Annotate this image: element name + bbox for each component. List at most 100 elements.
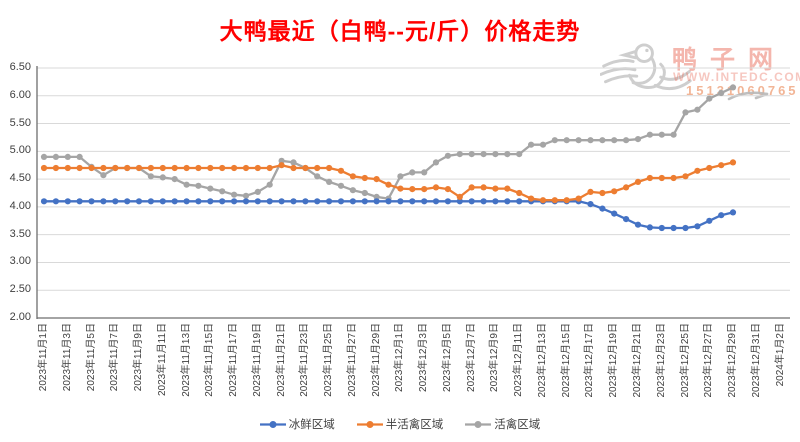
data-point [682, 109, 689, 116]
data-point [171, 198, 178, 205]
data-point [504, 151, 511, 158]
y-tick-label: 3.00 [9, 255, 31, 268]
data-point [480, 198, 487, 205]
x-tick-label: 2023年12月9日 [489, 323, 501, 392]
data-point [539, 141, 547, 148]
x-tick-label: 2023年12月5日 [441, 323, 453, 392]
data-point [456, 198, 463, 205]
legend-item-huoqin: 活禽区域 [465, 416, 540, 432]
data-point [397, 198, 404, 205]
data-point [76, 164, 83, 172]
data-point [623, 216, 630, 223]
data-point [563, 137, 570, 144]
chart-title: 大鸭最近（白鸭--元/斤）价格走势 [219, 18, 581, 44]
data-point [100, 198, 107, 205]
data-point [147, 198, 154, 205]
x-tick-label: 2023年11月7日 [109, 323, 121, 392]
data-point [551, 137, 558, 144]
data-point [88, 198, 95, 205]
data-point [278, 198, 285, 205]
data-point [646, 174, 654, 182]
series-markers-活禽区域 [40, 84, 737, 202]
data-point [254, 188, 261, 195]
data-point [646, 224, 654, 231]
data-point [207, 185, 214, 192]
data-point [516, 189, 523, 197]
data-point [361, 189, 368, 197]
data-point [40, 198, 48, 205]
x-tick-label: 2023年11月19日 [251, 323, 263, 397]
data-point [729, 209, 737, 216]
legend-marker-icon [356, 420, 383, 428]
data-point [670, 174, 677, 182]
data-point [124, 164, 131, 172]
x-tick-label: 2023年12月27日 [703, 323, 715, 398]
data-point [195, 164, 202, 172]
x-tick-label: 2023年11月27日 [346, 323, 358, 397]
data-point [100, 172, 107, 179]
data-point [718, 89, 725, 97]
data-point [242, 164, 250, 172]
data-point [539, 197, 547, 204]
data-point [492, 198, 499, 205]
x-tick-label: 2023年11月11日 [156, 323, 168, 397]
data-point [397, 185, 404, 192]
data-point [646, 131, 654, 138]
data-point [40, 164, 48, 172]
data-point [254, 164, 261, 172]
data-point [694, 167, 701, 174]
data-point [658, 224, 665, 232]
data-point [314, 164, 321, 172]
data-point [706, 95, 713, 102]
data-point [409, 169, 416, 176]
x-tick-label: 2023年11月21日 [275, 323, 287, 397]
data-point [706, 217, 713, 224]
x-tick-label: 2023年11月29日 [370, 323, 382, 397]
data-point [634, 178, 642, 185]
x-tick-label: 2023年12月1日 [394, 323, 406, 392]
data-point [219, 198, 226, 205]
x-tick-label: 2023年11月5日 [85, 323, 97, 392]
data-point [718, 162, 725, 169]
data-point [432, 159, 440, 166]
data-point [468, 184, 475, 191]
data-point [373, 193, 380, 200]
data-point [349, 187, 356, 194]
data-point [611, 137, 618, 144]
data-point [290, 159, 297, 166]
data-point [207, 164, 214, 172]
data-point [88, 164, 95, 172]
data-point [480, 184, 487, 191]
x-tick-label: 2023年12月3日 [418, 323, 430, 392]
data-point [682, 173, 689, 180]
data-point [409, 198, 416, 205]
x-tick-label: 2023年12月11日 [513, 323, 525, 397]
data-point [504, 185, 511, 192]
y-tick-label: 2.50 [9, 283, 31, 296]
data-point [219, 188, 226, 195]
data-point [409, 186, 416, 193]
data-point [76, 198, 83, 205]
data-point [682, 224, 689, 232]
data-point [421, 186, 428, 193]
data-point [528, 141, 535, 148]
data-point [623, 137, 630, 144]
data-point [599, 189, 606, 197]
data-point [266, 198, 273, 205]
x-tick-label: 2023年11月17日 [228, 323, 240, 397]
series-line-半活禽区域 [42, 161, 735, 202]
x-tick-label: 2023年11月15日 [204, 323, 216, 397]
data-point [444, 186, 451, 193]
data-point [563, 197, 570, 204]
data-point [135, 164, 143, 172]
data-point [480, 151, 487, 158]
data-point [337, 198, 345, 205]
data-point [52, 198, 60, 205]
data-point [670, 131, 677, 138]
data-point [694, 106, 701, 113]
legend-marker-icon [259, 420, 286, 428]
legend-item-bingxian: 冰鲜区域 [259, 416, 335, 432]
data-point [587, 137, 594, 144]
data-point [468, 198, 475, 205]
legend: 冰鲜区域 半活禽区域 活禽区域 [0, 416, 800, 432]
